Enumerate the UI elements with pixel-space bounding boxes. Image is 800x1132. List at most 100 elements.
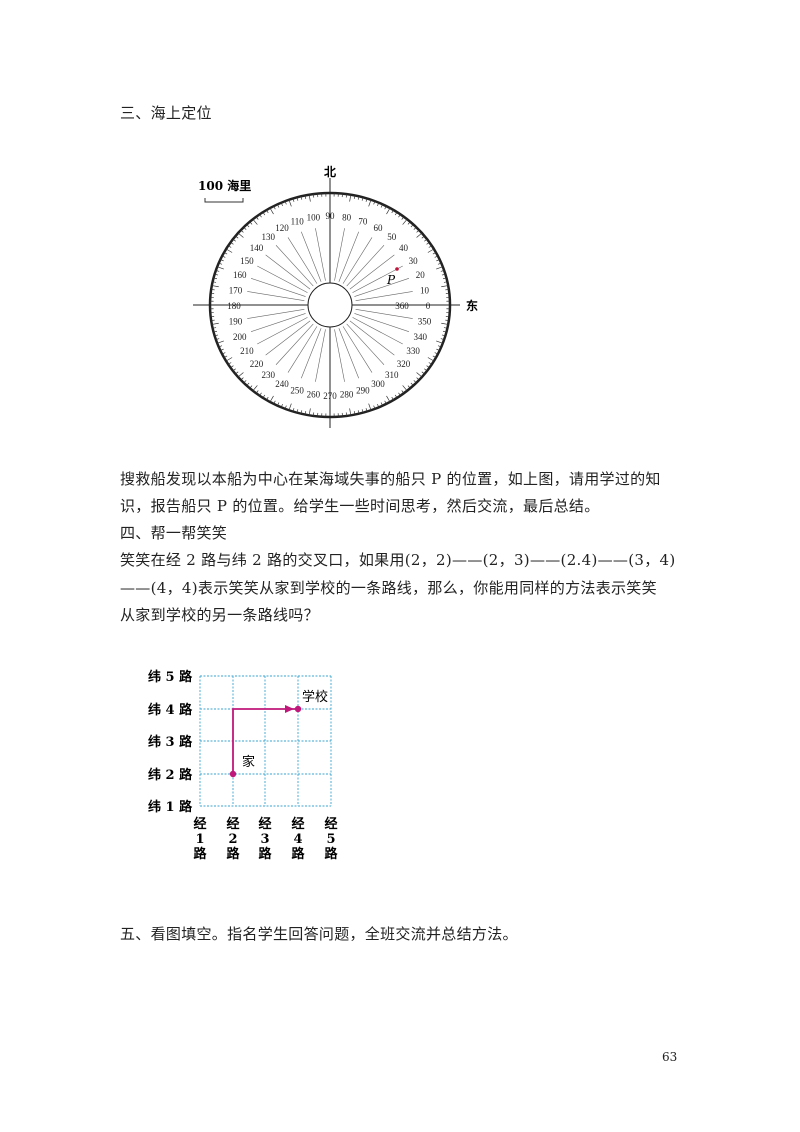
rim-tick [413,226,417,230]
rim-tick [413,380,417,384]
bearing-line [354,278,410,297]
bearing-line [275,245,314,287]
rim-tick [361,197,364,201]
rim-tick [373,201,376,205]
rim-tick [394,394,398,399]
rim-tick [266,209,269,214]
rim-tick [300,410,303,414]
rim-tick [288,403,292,411]
rim-tick [273,400,276,405]
rim-tick [280,403,283,408]
rim-tick [249,221,253,225]
rim-tick [235,371,239,375]
rim-tick [416,232,423,238]
rim-tick [277,402,280,406]
bearing-line [315,329,326,382]
rim-tick [217,266,224,270]
rim-tick [288,199,292,207]
rim-tick [368,403,372,411]
rim-tick [232,368,236,372]
bearing-line [265,254,311,290]
bearing-label: 310 [385,370,399,380]
rim-tick [240,377,244,381]
rim-tick [401,390,405,394]
bearing-label: 340 [413,332,427,342]
rim-tick [221,352,226,355]
bearing-label: 0 [426,301,431,311]
rim-tick [211,322,219,325]
rim-tick [232,238,236,242]
rim-tick [442,330,447,333]
section4-para-line2: ——(4，4)表示笑笑从家到学校的一条路线，那么，你能用同样的方法表示笑笑 [120,579,657,597]
bearing-line [352,265,403,293]
rim-tick [243,380,247,384]
bearing-line [334,329,345,382]
bearing-label: 190 [229,317,243,327]
bearing-line [247,291,305,302]
rim-tick [365,408,368,412]
bearing-label: 240 [275,379,289,389]
rim-tick [255,216,259,220]
rim-tick [407,221,411,225]
rim-tick [440,338,445,340]
rim-tick [220,348,224,351]
bearing-label: 180 [227,301,241,311]
rim-tick [213,277,218,280]
rim-tick [357,196,360,200]
rim-tick [215,270,220,272]
column-label: 经 [258,816,271,832]
column-label: 2 [228,832,237,847]
rim-tick [353,411,356,415]
bearing-line [338,328,360,379]
ship-p-point [395,267,399,271]
rim-tick [368,199,372,207]
row-label: 纬 4 路 [148,702,193,718]
route-path [232,708,298,774]
bearing-label: 230 [262,370,276,380]
north-label: 北 [324,164,336,179]
rim-tick [252,218,258,225]
rim-tick [296,409,299,413]
rim-tick [437,345,442,348]
bearing-line [338,231,360,282]
rim-tick [384,205,387,210]
rim-tick [223,355,228,358]
bearing-line [257,265,308,293]
rim-tick [436,340,443,344]
rim-tick [384,400,387,405]
rim-tick [386,207,391,215]
bearing-label: 270 [323,391,337,401]
rim-tick [292,198,295,202]
rim-tick [262,211,266,216]
rim-tick [416,229,420,233]
bearing-line [287,237,318,284]
rim-tick [304,411,307,415]
rim-tick [237,372,244,378]
rim-tick [436,348,440,351]
rim-tick [225,248,233,253]
rim-tick [436,266,443,270]
bearing-label: 250 [290,386,304,396]
bearing-label: 140 [250,243,264,253]
bearing-label: 120 [275,223,289,233]
east-label: 东 [466,298,478,313]
rim-tick [246,382,250,386]
rim-tick [292,408,295,412]
rim-tick [357,410,360,414]
column-label: 经 [291,816,304,832]
rim-tick [266,396,269,401]
bearing-line [265,320,311,356]
section4-para-line3: 从家到学校的另一条路线吗？ [120,606,319,624]
ship-p-label: P [386,273,396,287]
row-label: 纬 1 路 [148,799,193,815]
bearing-label: 260 [307,390,321,400]
rim-tick [441,285,449,288]
rim-tick [349,408,352,416]
rim-tick [308,408,311,416]
rim-tick [426,365,430,368]
rim-tick [410,224,414,228]
bearing-line [342,237,373,284]
rim-tick [421,371,425,375]
section4-para-line1: 笑笑在经 2 路与纬 2 路的交叉口，如果用(2，2)——(2，3)——(2.4… [120,551,676,569]
bearing-line [349,254,395,290]
